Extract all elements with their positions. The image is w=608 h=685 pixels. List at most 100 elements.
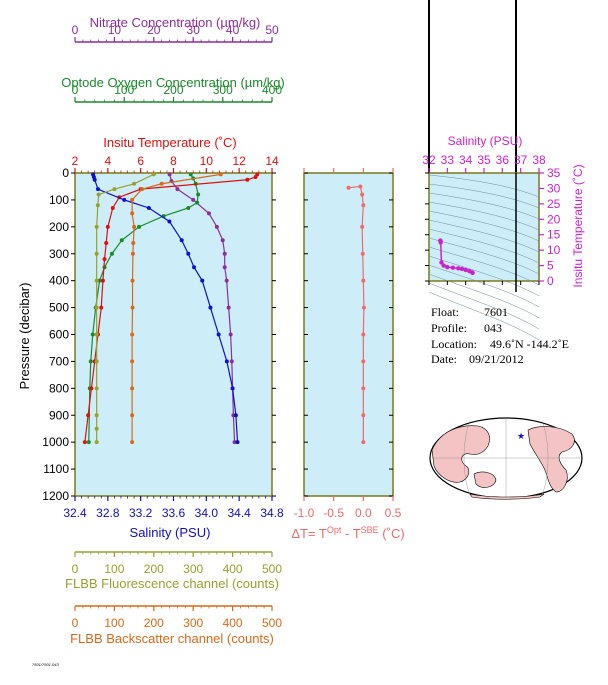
salinity-tick-label: 32.8	[96, 506, 120, 520]
ts-density-contour	[428, 201, 540, 231]
backscatter-point	[131, 240, 136, 245]
pressure-tick-label: 100	[49, 193, 69, 207]
delta-point	[360, 224, 365, 229]
ts-density-contour	[428, 228, 540, 264]
pressure-tick-label: 500	[49, 301, 69, 315]
nitrate-point	[214, 224, 219, 229]
fluorescence-point	[112, 187, 117, 192]
profile-label: Profile:	[431, 321, 467, 335]
delta-point	[361, 332, 366, 337]
ts-temperature-tick-label: 5	[547, 259, 554, 273]
delta-point	[361, 386, 366, 391]
world-map: ★	[429, 417, 583, 500]
oxygen-point	[86, 440, 91, 445]
ts-point	[439, 260, 444, 265]
backscatter-point	[132, 224, 137, 229]
world-map-land-antarctica	[469, 493, 545, 500]
pressure-tick-label: 1200	[42, 489, 69, 503]
oxygen-point	[186, 205, 191, 210]
profile-value: 043	[484, 321, 502, 335]
pressure-tick-label: 300	[49, 247, 69, 261]
oxygen-tick-label: 300	[213, 83, 233, 97]
pressure-tick-label: 0	[62, 166, 69, 180]
backscatter-point	[139, 187, 144, 192]
ts-salinity-tick-label: 38	[532, 153, 546, 167]
temperature-tick-label: 6	[137, 154, 144, 168]
fluorescence-point	[94, 359, 99, 364]
salinity-point	[224, 359, 229, 364]
float-value: 7601	[484, 305, 508, 319]
pressure-tick-label: 700	[49, 354, 69, 368]
temperature-point	[110, 205, 115, 210]
temperature-point	[86, 413, 91, 418]
main-plot-series	[82, 172, 260, 445]
nitrate-point	[175, 187, 180, 192]
salinity-tick-label: 34.4	[227, 506, 251, 520]
oxygen-point	[97, 278, 102, 283]
salinity-point	[200, 278, 205, 283]
delta-point	[360, 251, 365, 256]
ts-temperature-title: Insitu Temperature (˚C)	[571, 164, 585, 287]
float-info: Float: 7601 Profile: 043 Location: 49.6˚…	[431, 305, 569, 366]
delta-point	[361, 359, 366, 364]
ts-density-contour	[428, 264, 540, 308]
pressure-tick-label: 1000	[42, 435, 69, 449]
salinity-point	[208, 305, 213, 310]
temperature-line	[84, 174, 258, 443]
delta-point	[361, 440, 366, 445]
date-label: Date:	[431, 352, 457, 366]
fluorescence-point	[94, 251, 99, 256]
oxygen-tick-label: 100	[114, 83, 134, 97]
ts-temperature-tick-label: 15	[547, 228, 561, 242]
fluorescence-point	[96, 192, 101, 197]
backscatter-point	[130, 278, 135, 283]
backscatter-tick-label: 500	[262, 616, 282, 630]
oxygen-tick-label: 200	[163, 83, 183, 97]
oxygen-point	[188, 172, 193, 177]
temperature-tick-label: 2	[72, 154, 79, 168]
temperature-tick-label: 4	[104, 154, 111, 168]
temperature-axis-title: Insitu Temperature (˚C)	[103, 135, 236, 150]
nitrate-point	[220, 238, 225, 243]
ts-density-contour	[428, 174, 540, 198]
salinity-point	[230, 386, 235, 391]
temperature-point	[102, 257, 107, 262]
delta-point	[361, 203, 366, 208]
fluorescence-tick-label: 100	[104, 562, 124, 576]
fluorescence-axis-title: FLBB Fluorescence channel (counts)	[65, 576, 279, 591]
backscatter-point	[130, 211, 135, 216]
temperature-point	[104, 240, 109, 245]
fluorescence-point	[94, 305, 99, 310]
backscatter-point	[130, 251, 135, 256]
delta-point	[361, 305, 366, 310]
backscatter-tick-label: 400	[223, 616, 243, 630]
salinity-point	[122, 197, 127, 202]
nitrate-tick-label: 20	[147, 23, 161, 37]
backscatter-point	[130, 440, 135, 445]
oxygen-point	[137, 224, 142, 229]
salinity-tick-label: 34.0	[195, 506, 219, 520]
nitrate-point	[224, 278, 229, 283]
delta-tick-label: -1.0	[294, 506, 315, 520]
fluorescence-point	[94, 426, 99, 431]
salinity-tick-label: 32.4	[63, 506, 87, 520]
delta-tick-label: 0.5	[385, 506, 402, 520]
backscatter-point	[159, 181, 164, 186]
nitrate-line	[168, 174, 236, 443]
temperature-tick-label: 8	[170, 154, 177, 168]
world-map-land-americas	[527, 426, 575, 493]
salinity-point	[216, 332, 221, 337]
salinity-point	[95, 187, 100, 192]
ts-point	[441, 263, 446, 268]
footer-file-label: 7601/7601.043	[32, 662, 59, 667]
delta-point	[361, 278, 366, 283]
fluorescence-point	[94, 278, 99, 283]
fluorescence-tick-label: 400	[223, 562, 243, 576]
ts-point	[459, 266, 465, 272]
nitrate-point	[229, 359, 234, 364]
delta-axis-title: ΔT= TOpt - TSBE (˚C)	[291, 525, 404, 541]
backscatter-point	[130, 305, 135, 310]
backscatter-tick-label: 0	[72, 616, 79, 630]
